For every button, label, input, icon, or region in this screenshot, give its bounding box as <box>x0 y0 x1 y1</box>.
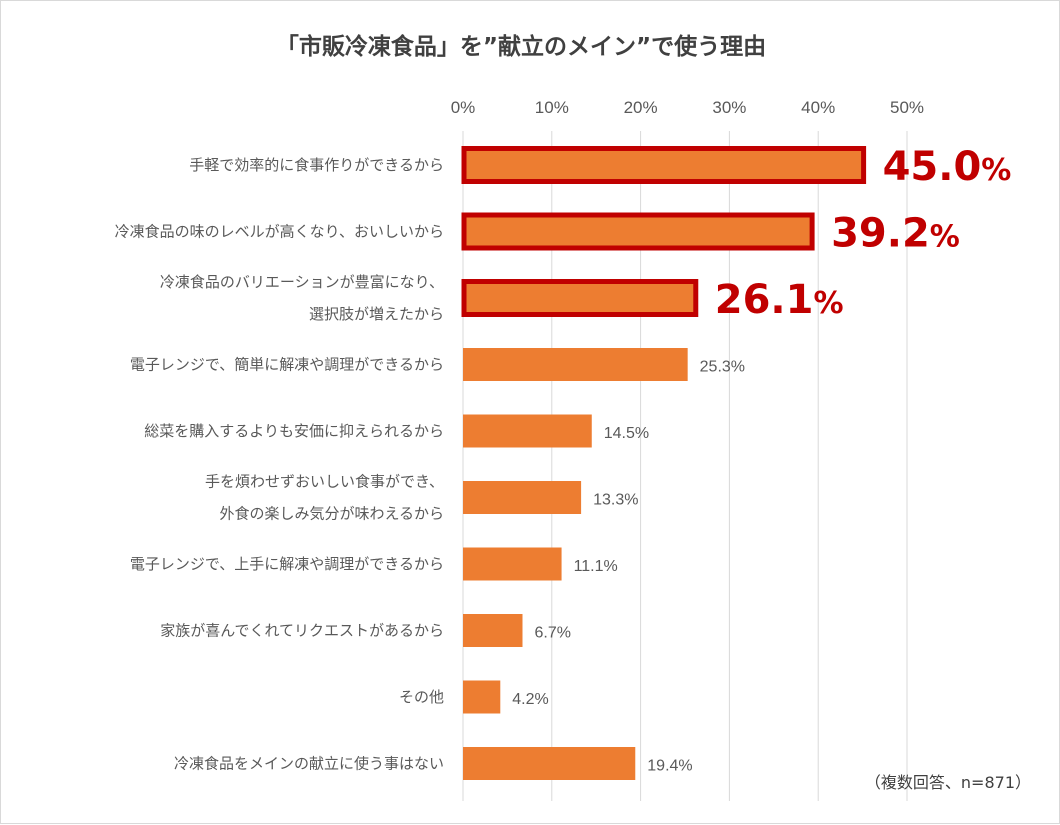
bar <box>463 614 523 647</box>
x-tick-label: 30% <box>712 98 746 117</box>
category-label: 家族が喜んでくれてリクエストがあるから <box>160 622 444 640</box>
value-label: 4.2% <box>512 691 548 708</box>
x-axis-ticks: 0% 10% 20% 30% 40% 50% <box>451 98 924 117</box>
bar <box>463 680 501 714</box>
x-tick-label: 40% <box>801 98 835 117</box>
bar <box>463 348 688 381</box>
chart-title: 「市販冷凍食品」を”献立のメイン”で使う理由 <box>276 33 766 60</box>
value-label: 13.3% <box>593 492 638 509</box>
x-tick-label: 20% <box>624 98 658 117</box>
bar <box>463 747 636 780</box>
bars <box>461 146 867 780</box>
bar <box>461 279 699 317</box>
value-label: 14.5% <box>604 425 649 442</box>
value-label: 26.1% <box>715 277 844 323</box>
value-label: 19.4% <box>647 758 692 775</box>
value-label: 6.7% <box>534 625 570 642</box>
category-label: 電子レンジで、上手に解凍や調理ができるから <box>130 555 444 573</box>
category-label: 総菜を購入するよりも安価に抑えられるから <box>144 422 444 440</box>
category-label: 冷凍食品をメインの献立に使う事はない <box>174 755 444 773</box>
value-label: 25.3% <box>700 359 745 376</box>
x-tick-label: 10% <box>535 98 569 117</box>
category-label: 冷凍食品の味のレベルが高くなり、おいしいから <box>115 223 444 241</box>
value-label: 11.1% <box>574 558 618 575</box>
category-labels: 手軽で効率的に食事作りができるから冷凍食品の味のレベルが高くなり、おいしいから冷… <box>115 156 444 773</box>
bar <box>463 547 562 581</box>
category-label: その他 <box>399 688 444 706</box>
category-label: 手を煩わせずおいしい食事ができ、外食の楽しみ気分が味わえるから <box>205 473 444 523</box>
bar <box>463 414 592 448</box>
x-tick-label: 0% <box>451 98 476 117</box>
value-label: 39.2% <box>831 211 960 257</box>
value-label: 45.0% <box>883 144 1012 190</box>
x-tick-label: 50% <box>890 98 924 117</box>
category-label: 手軽で効率的に食事作りができるから <box>189 156 444 174</box>
category-label: 冷凍食品のバリエーションが豊富になり、選択肢が増えたから <box>160 273 444 323</box>
bar <box>461 212 815 251</box>
bar <box>463 481 582 514</box>
category-label: 電子レンジで、簡単に解凍や調理ができるから <box>130 356 444 374</box>
sample-note: （複数回答、n=871） <box>865 773 1031 792</box>
bar <box>461 146 867 184</box>
